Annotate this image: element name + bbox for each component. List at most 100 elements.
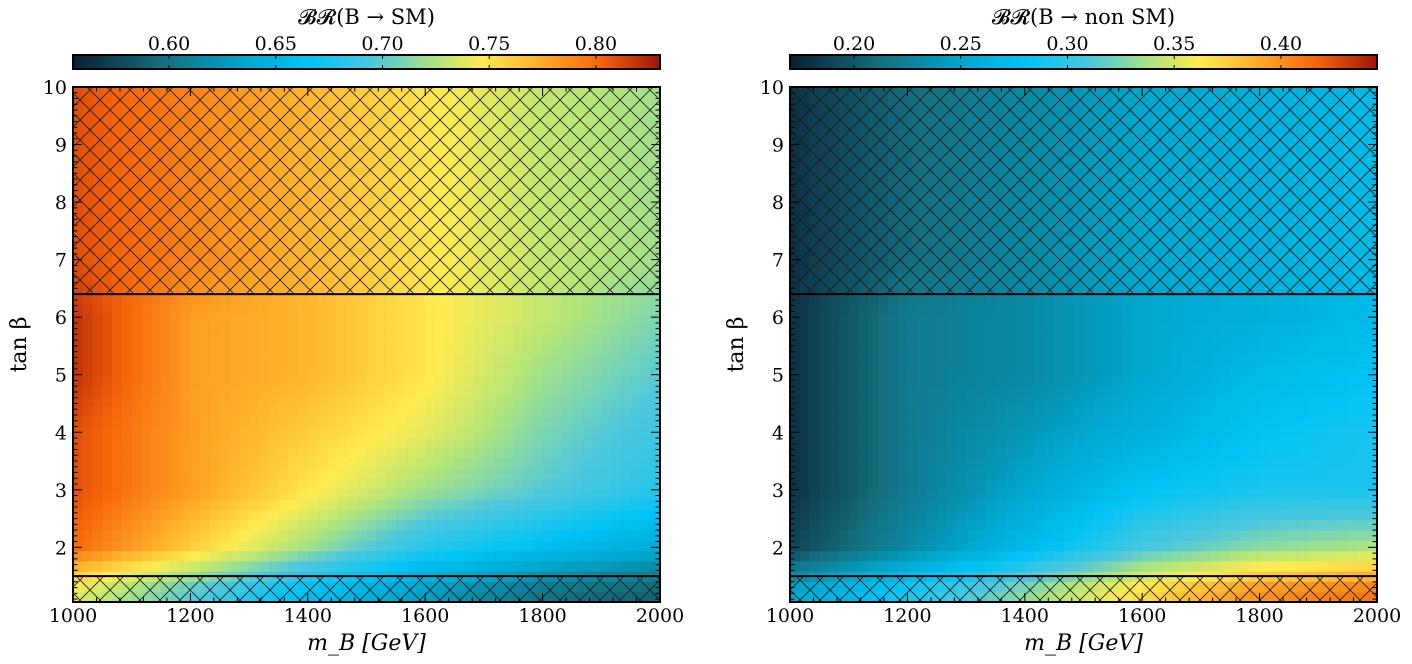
heatmap-cell [121, 375, 133, 387]
heatmap-cell [1240, 406, 1251, 418]
heatmap-cell [190, 354, 201, 366]
heatmap-cell [1044, 406, 1055, 418]
heatmap-cell [1367, 447, 1378, 459]
heatmap-cell [92, 509, 103, 521]
heatmap-cell [1093, 426, 1104, 438]
heatmap-cell [317, 365, 328, 376]
heatmap-cell [1200, 313, 1212, 325]
heatmap-cell [474, 375, 485, 387]
heatmap-cell [180, 437, 191, 449]
heatmap-cell [975, 334, 987, 346]
heatmap-cell [444, 437, 456, 449]
heatmap-cell [474, 519, 485, 531]
heatmap-cell [288, 293, 299, 304]
heatmap-cell [1210, 313, 1222, 325]
heatmap-cell [268, 375, 280, 387]
heatmap-cell [249, 550, 260, 562]
heatmap-cell [1161, 323, 1173, 335]
heatmap-cell [1015, 457, 1026, 469]
heatmap-cell [975, 529, 987, 541]
heatmap-cell [415, 323, 426, 335]
heatmap-cell [102, 478, 113, 490]
heatmap-cell [474, 334, 485, 346]
heatmap-cell [956, 313, 967, 325]
heatmap-cell [1357, 375, 1368, 387]
heatmap-cell [307, 354, 319, 366]
heatmap-cell [1328, 550, 1339, 562]
heatmap-cell [268, 313, 280, 325]
heatmap-cell [239, 468, 250, 479]
heatmap-cell [131, 550, 143, 562]
heatmap-cell [1024, 375, 1036, 387]
heatmap-cell [92, 426, 103, 438]
heatmap-cell [1142, 468, 1153, 479]
heatmap-cell [591, 396, 602, 407]
heatmap-cell [936, 344, 948, 356]
heatmap-cell [337, 406, 348, 418]
heatmap-cell [975, 457, 987, 469]
heatmap-cell [1220, 385, 1231, 397]
heatmap-cell [444, 323, 456, 335]
heatmap-cell [307, 509, 319, 521]
heatmap-cell [650, 344, 661, 356]
heatmap-cell [907, 375, 918, 387]
heatmap-cell [102, 416, 113, 428]
heatmap-cell [887, 540, 899, 552]
heatmap-cell [288, 416, 299, 428]
y-tick-label: 7 [55, 250, 67, 272]
heatmap-cell [258, 550, 270, 562]
heatmap-cell [829, 365, 840, 376]
heatmap-cell [82, 293, 94, 304]
heatmap-cell [571, 509, 583, 521]
heatmap-cell [858, 529, 869, 541]
heatmap-cell [809, 529, 820, 541]
heatmap-cell [1230, 365, 1241, 376]
heatmap-cell [1024, 426, 1036, 438]
heatmap-cell [180, 354, 191, 366]
heatmap-cell [366, 519, 377, 531]
heatmap-cell [819, 344, 830, 356]
heatmap-cell [1103, 396, 1114, 407]
heatmap-cell [386, 457, 397, 469]
heatmap-cell [878, 447, 889, 459]
heatmap-cell [829, 457, 840, 469]
heatmap-cell [571, 313, 583, 325]
heatmap-cell [278, 396, 289, 407]
heatmap-cell [151, 365, 162, 376]
heatmap-cell [229, 457, 240, 469]
heatmap-cell [1181, 334, 1192, 346]
heatmap-cell [887, 560, 899, 572]
heatmap-cell [1142, 354, 1153, 366]
heatmap-cell [513, 499, 524, 510]
heatmap-cell [454, 354, 465, 366]
heatmap-cell [190, 323, 201, 335]
heatmap-cell [249, 344, 260, 356]
heatmap-cell [337, 426, 348, 438]
heatmap-cell [1015, 344, 1026, 356]
heatmap-cell [1024, 323, 1036, 335]
heatmap-cell [1357, 509, 1368, 521]
heatmap-cell [829, 488, 840, 500]
heatmap-cell [956, 560, 967, 572]
heatmap-cell [1073, 323, 1085, 335]
heatmap-cell [161, 375, 172, 387]
heatmap-cell [82, 426, 94, 438]
heatmap-cell [1279, 313, 1290, 325]
heatmap-cell [200, 529, 211, 541]
heatmap-cell [975, 303, 987, 315]
heatmap-cell [1210, 323, 1222, 335]
heatmap-cell [1142, 540, 1153, 552]
heatmap-cell [454, 344, 465, 356]
heatmap-cell [1367, 406, 1378, 418]
heatmap-cell [1308, 344, 1319, 356]
heatmap-cell [1015, 488, 1026, 500]
heatmap-cell [1034, 396, 1045, 407]
heatmap-cell [444, 560, 456, 572]
heatmap-cell [1063, 303, 1075, 315]
heatmap-cell [1054, 354, 1065, 366]
heatmap-cell [317, 509, 328, 521]
heatmap-cell [131, 406, 143, 418]
heatmap-cell [917, 488, 928, 500]
heatmap-cell [858, 416, 869, 428]
heatmap-cell [180, 334, 191, 346]
